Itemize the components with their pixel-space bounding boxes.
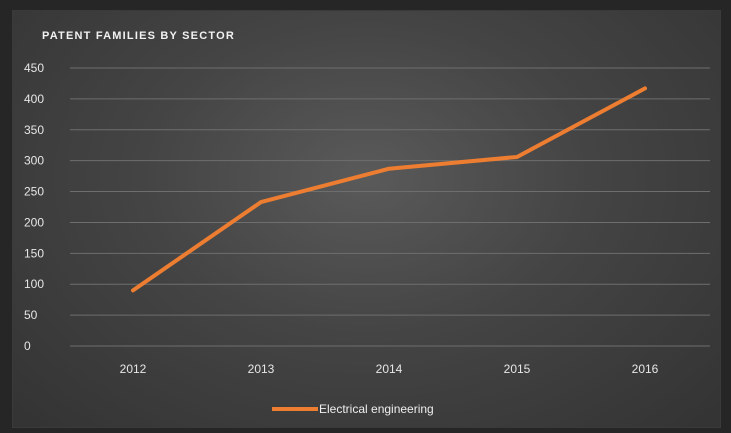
- y-tick-label: 100: [24, 277, 44, 291]
- legend[interactable]: Electrical engineering: [272, 402, 434, 416]
- chart-panel: [12, 10, 721, 428]
- y-tick-label: 250: [24, 185, 44, 199]
- series-layer: [131, 86, 647, 293]
- y-tick-label: 350: [24, 123, 44, 137]
- y-tick-label: 300: [24, 154, 44, 168]
- y-tick-label: 50: [24, 308, 38, 322]
- x-tick-label: 2016: [632, 362, 659, 376]
- y-axis-ticks: 0 50 100 150 200 250 300 350 400 450: [24, 61, 44, 353]
- y-tick-label: 400: [24, 92, 44, 106]
- x-tick-label: 2015: [504, 362, 531, 376]
- y-tick-label: 200: [24, 215, 44, 229]
- x-tick-label: 2013: [248, 362, 275, 376]
- chart-title: PATENT FAMILIES BY SECTOR: [42, 30, 235, 42]
- y-tick-label: 450: [24, 61, 44, 75]
- x-axis-ticks: 2012 2013 2014 2015 2016: [120, 362, 659, 376]
- x-tick-label: 2014: [376, 362, 403, 376]
- gridlines: [70, 67, 710, 347]
- x-tick-label: 2012: [120, 362, 147, 376]
- legend-label: Electrical engineering: [319, 402, 434, 416]
- y-tick-label: 150: [24, 246, 44, 260]
- series-line: [131, 86, 647, 293]
- y-tick-label: 0: [24, 339, 31, 353]
